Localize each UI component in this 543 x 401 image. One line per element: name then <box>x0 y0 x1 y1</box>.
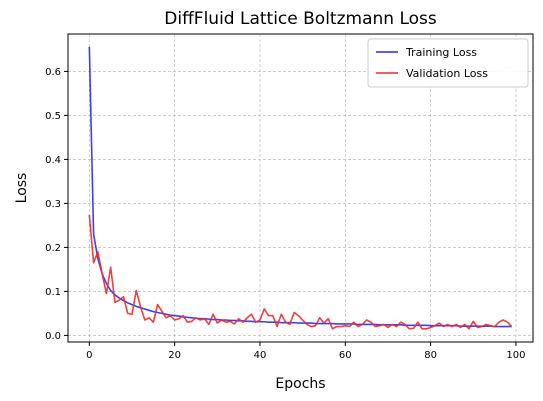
chart-title: DiffFluid Lattice Boltzmann Loss <box>164 9 437 29</box>
legend-label-validation-loss: Validation Loss <box>406 67 488 80</box>
x-tick-label: 60 <box>339 350 352 361</box>
x-tick-label: 80 <box>424 350 437 361</box>
x-tick-label: 20 <box>168 350 181 361</box>
y-tick-label: 0.3 <box>45 199 61 210</box>
ticks: 0 20 40 60 80 100 0.0 0.1 0.2 0.3 0.4 0.5 0.6 <box>45 67 525 361</box>
y-tick-label: 0.1 <box>45 287 61 298</box>
y-tick-label: 0.4 <box>45 155 61 166</box>
series-line-validation-loss <box>88 214 513 330</box>
x-tick-label: 40 <box>254 350 267 361</box>
series-lines <box>88 46 513 330</box>
axes-frame <box>67 33 534 343</box>
y-tick-label: 0.6 <box>45 67 61 78</box>
legend-box <box>367 38 529 88</box>
x-tick-label: 100 <box>506 350 525 361</box>
y-tick-label: 0.2 <box>45 243 61 254</box>
x-axis-label: Epochs <box>275 376 325 392</box>
y-axis-label: Loss <box>14 173 30 204</box>
legend-label-training-loss: Training Loss <box>405 46 477 59</box>
y-tick-label: 0.0 <box>45 331 61 342</box>
legend: Training Loss Validation Loss <box>367 38 529 88</box>
y-tick-label: 0.5 <box>45 111 61 122</box>
x-tick-label: 0 <box>86 350 92 361</box>
